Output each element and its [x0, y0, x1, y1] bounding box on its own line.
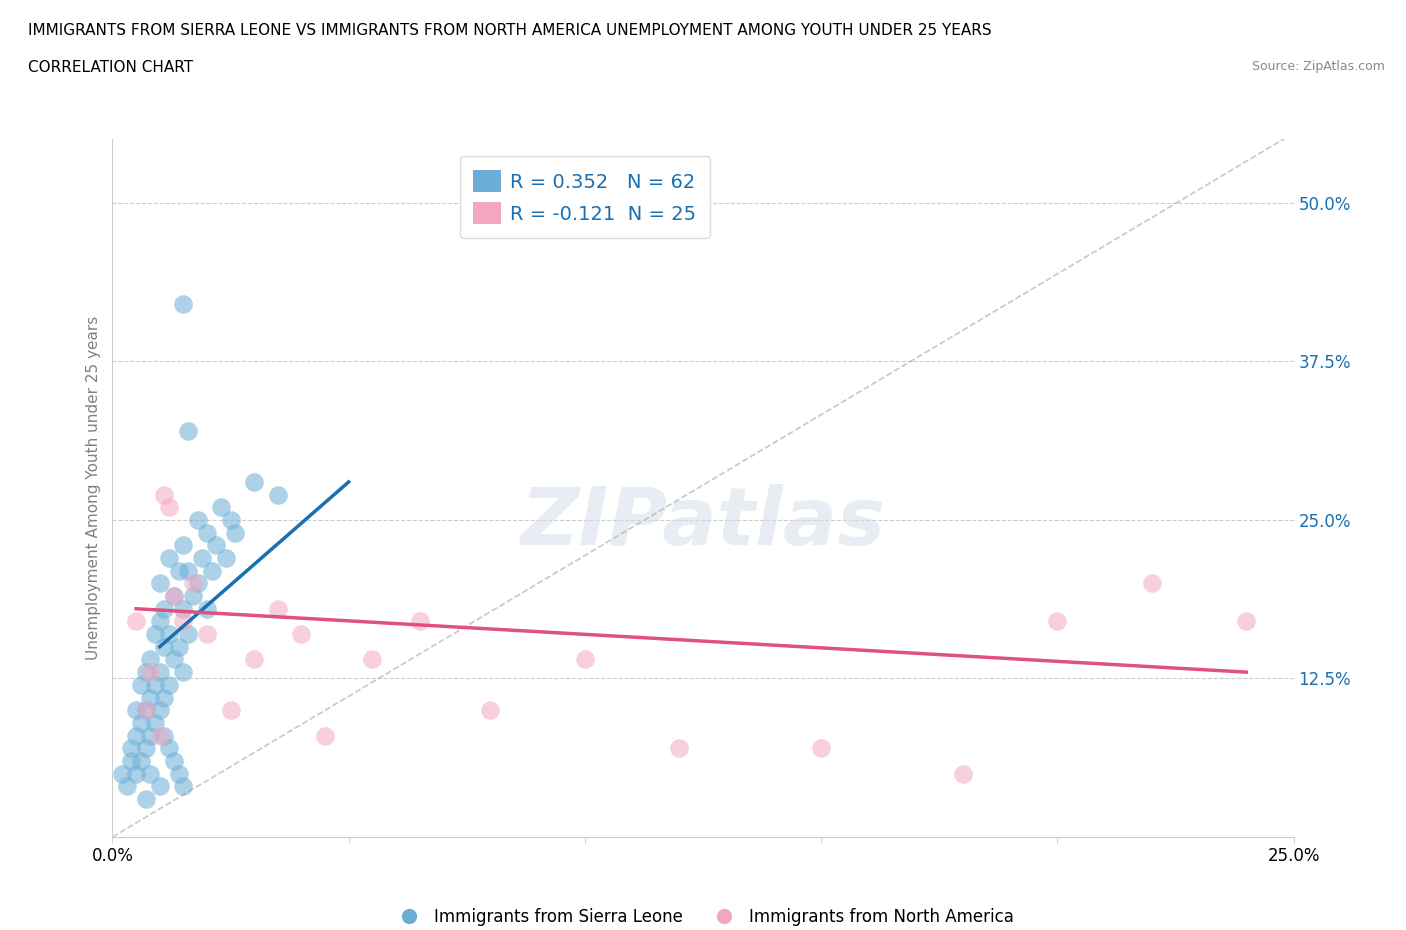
Point [163, 589, 186, 604]
Text: IMMIGRANTS FROM SIERRA LEONE VS IMMIGRANTS FROM NORTH AMERICA UNEMPLOYMENT AMONG: IMMIGRANTS FROM SIERRA LEONE VS IMMIGRAN… [28, 23, 991, 38]
Point [224, 525, 246, 540]
Point [574, 652, 596, 667]
Point [177, 564, 200, 578]
Point [125, 703, 148, 718]
Point [191, 551, 214, 565]
Point [157, 741, 180, 756]
Point [1046, 614, 1069, 629]
Point [479, 703, 502, 718]
Point [163, 753, 186, 768]
Point [157, 551, 180, 565]
Point [143, 715, 166, 730]
Point [810, 741, 832, 756]
Point [172, 614, 194, 629]
Point [201, 564, 224, 578]
Point [135, 703, 157, 718]
Point [167, 564, 190, 578]
Point [157, 499, 180, 514]
Point [163, 589, 186, 604]
Point [215, 551, 238, 565]
Y-axis label: Unemployment Among Youth under 25 years: Unemployment Among Youth under 25 years [86, 316, 101, 660]
Point [120, 741, 142, 756]
Point [952, 766, 974, 781]
Point [1234, 614, 1257, 629]
Point [153, 602, 176, 617]
Point [172, 602, 194, 617]
Point [177, 424, 200, 439]
Point [219, 512, 242, 527]
Point [139, 766, 162, 781]
Point [186, 512, 208, 527]
Point [153, 487, 176, 502]
Point [290, 627, 312, 642]
Point [153, 728, 176, 743]
Point [267, 487, 290, 502]
Legend: Immigrants from Sierra Leone, Immigrants from North America: Immigrants from Sierra Leone, Immigrants… [385, 901, 1021, 930]
Point [139, 652, 162, 667]
Point [149, 665, 172, 680]
Point [149, 728, 172, 743]
Point [172, 297, 194, 312]
Point [195, 627, 218, 642]
Text: CORRELATION CHART: CORRELATION CHART [28, 60, 193, 75]
Point [143, 677, 166, 692]
Point [219, 703, 242, 718]
Point [129, 715, 152, 730]
Point [139, 665, 162, 680]
Text: ZIPatlas: ZIPatlas [520, 485, 886, 562]
Point [125, 728, 148, 743]
Point [195, 602, 218, 617]
Point [172, 778, 194, 793]
Point [314, 728, 336, 743]
Point [149, 614, 172, 629]
Point [129, 677, 152, 692]
Point [135, 791, 157, 806]
Point [149, 778, 172, 793]
Point [186, 576, 208, 591]
Point [167, 766, 190, 781]
Point [135, 703, 157, 718]
Point [135, 665, 157, 680]
Point [209, 499, 232, 514]
Point [1140, 576, 1163, 591]
Point [135, 741, 157, 756]
Point [408, 614, 430, 629]
Point [153, 639, 176, 654]
Point [111, 766, 134, 781]
Point [157, 677, 180, 692]
Point [668, 741, 690, 756]
Point [172, 665, 194, 680]
Point [177, 627, 200, 642]
Point [120, 753, 142, 768]
Point [172, 538, 194, 552]
Point [267, 602, 290, 617]
Point [149, 703, 172, 718]
Point [129, 753, 152, 768]
Point [361, 652, 384, 667]
Point [125, 766, 148, 781]
Point [163, 652, 186, 667]
Point [167, 639, 190, 654]
Point [205, 538, 228, 552]
Point [243, 652, 266, 667]
Point [125, 614, 148, 629]
Point [195, 525, 218, 540]
Point [139, 690, 162, 705]
Point [139, 728, 162, 743]
Point [243, 474, 266, 489]
Point [153, 690, 176, 705]
Point [181, 589, 204, 604]
Point [115, 778, 138, 793]
Point [143, 627, 166, 642]
Text: Source: ZipAtlas.com: Source: ZipAtlas.com [1251, 60, 1385, 73]
Point [157, 627, 180, 642]
Point [181, 576, 204, 591]
Point [149, 576, 172, 591]
